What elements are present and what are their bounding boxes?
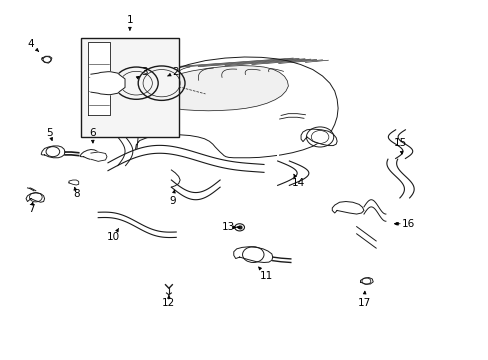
Text: 7: 7 bbox=[27, 204, 34, 215]
Text: 4: 4 bbox=[27, 40, 34, 49]
Polygon shape bbox=[80, 149, 99, 159]
Text: 6: 6 bbox=[89, 128, 96, 138]
Polygon shape bbox=[331, 202, 363, 214]
Polygon shape bbox=[301, 129, 336, 145]
Bar bbox=[81, 39, 178, 137]
Polygon shape bbox=[91, 152, 107, 161]
Polygon shape bbox=[135, 57, 337, 158]
Text: 10: 10 bbox=[107, 232, 120, 242]
Text: 3: 3 bbox=[141, 67, 147, 77]
Text: 9: 9 bbox=[169, 196, 175, 206]
Polygon shape bbox=[88, 42, 110, 116]
Text: 16: 16 bbox=[401, 219, 414, 229]
Polygon shape bbox=[41, 146, 65, 158]
Text: 11: 11 bbox=[259, 271, 272, 281]
Text: 12: 12 bbox=[162, 298, 175, 308]
Text: 13: 13 bbox=[222, 222, 235, 231]
Text: 17: 17 bbox=[357, 298, 370, 308]
Polygon shape bbox=[26, 193, 44, 202]
Polygon shape bbox=[171, 170, 180, 187]
Text: 14: 14 bbox=[291, 178, 304, 188]
Text: 1: 1 bbox=[126, 15, 133, 26]
Text: 8: 8 bbox=[73, 189, 80, 199]
Polygon shape bbox=[233, 247, 272, 262]
Polygon shape bbox=[149, 66, 288, 111]
Polygon shape bbox=[41, 56, 52, 63]
Text: 2: 2 bbox=[172, 67, 178, 77]
Polygon shape bbox=[360, 278, 372, 284]
Text: 5: 5 bbox=[46, 128, 53, 138]
Circle shape bbox=[234, 224, 244, 231]
Polygon shape bbox=[69, 180, 79, 185]
Text: 15: 15 bbox=[393, 139, 407, 148]
Polygon shape bbox=[91, 72, 125, 95]
